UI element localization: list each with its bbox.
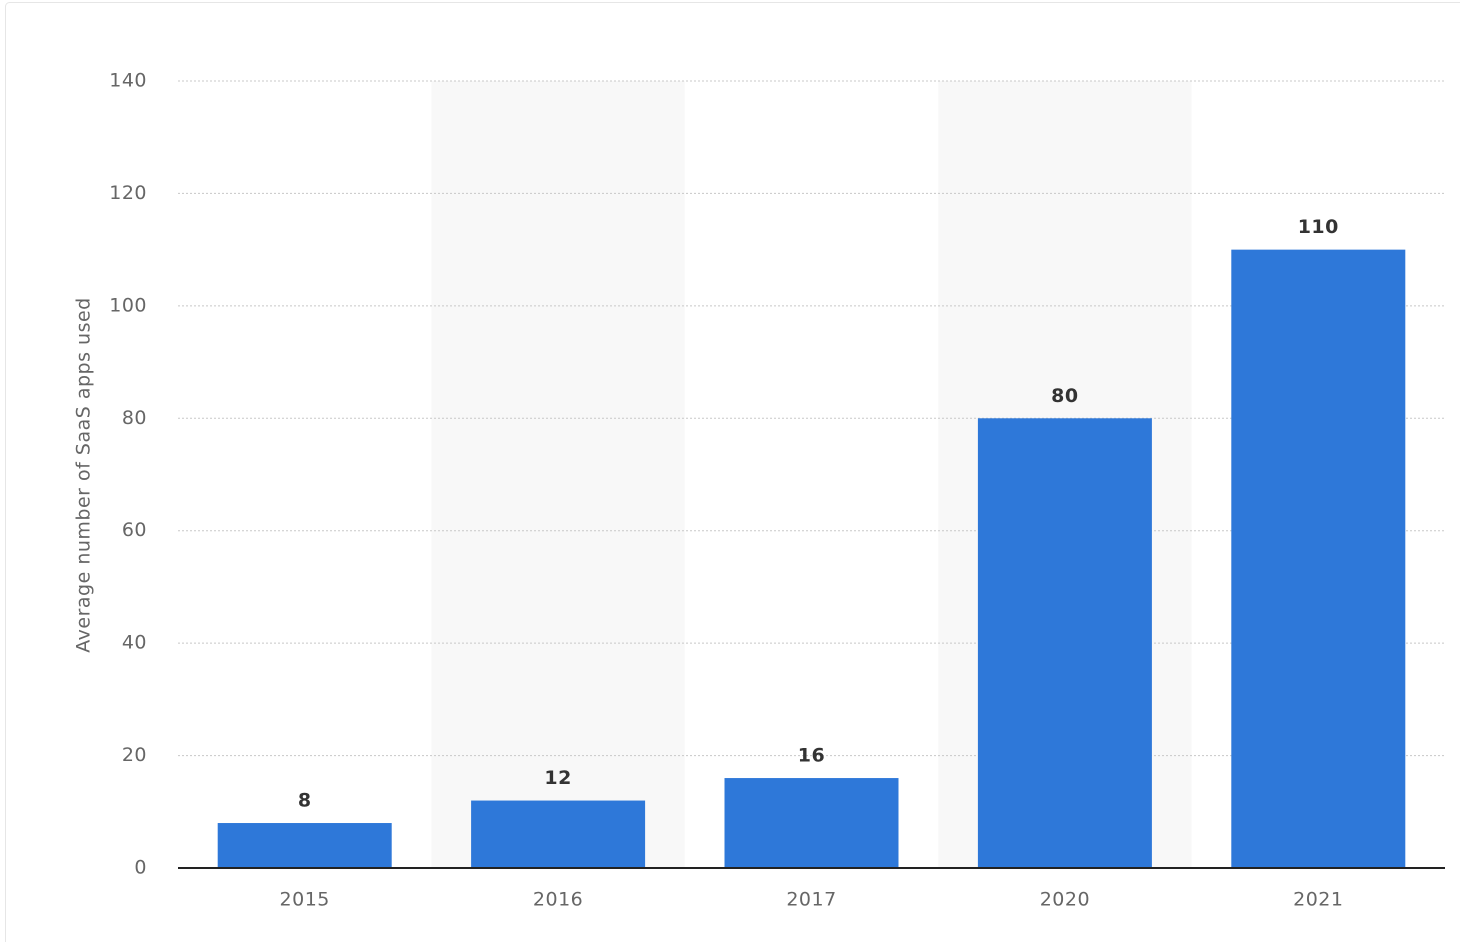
bar [724, 778, 899, 868]
band-shade [431, 81, 685, 868]
bar [977, 418, 1152, 868]
bar [471, 800, 646, 868]
value-label: 110 [1298, 216, 1339, 238]
value-label: 8 [298, 790, 312, 812]
x-tick-label: 2020 [1040, 889, 1090, 911]
y-tick-label: 60 [122, 519, 147, 541]
y-tick-label: 140 [109, 70, 147, 92]
y-axis-title: Average number of SaaS apps used [73, 297, 95, 652]
bar [217, 823, 392, 868]
y-tick-label: 80 [122, 407, 147, 429]
value-label: 80 [1051, 385, 1078, 407]
x-tick-label: 2016 [533, 889, 583, 911]
x-tick-label: 2021 [1293, 889, 1343, 911]
y-tick-label: 120 [109, 182, 147, 204]
y-tick-label: 100 [109, 294, 147, 316]
x-tick-label: 2017 [786, 889, 836, 911]
bar [1231, 249, 1406, 869]
y-tick-label: 0 [134, 857, 147, 879]
value-label: 12 [544, 767, 571, 789]
y-tick-label: 40 [122, 632, 147, 654]
y-tick-label: 20 [122, 744, 147, 766]
value-label: 16 [798, 745, 825, 767]
x-tick-label: 2015 [280, 889, 330, 911]
